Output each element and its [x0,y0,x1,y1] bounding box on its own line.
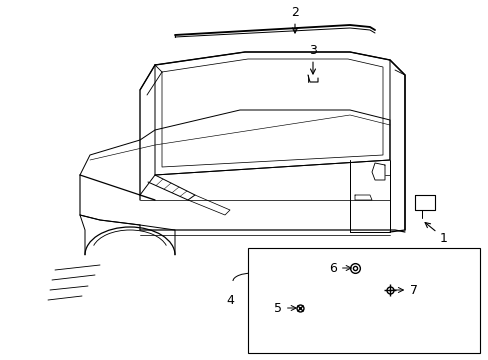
Text: 2: 2 [290,5,298,33]
Text: 3: 3 [308,44,316,74]
Text: 1: 1 [424,222,447,244]
Text: 7: 7 [392,284,417,297]
Text: 4: 4 [225,293,233,306]
Bar [247,248,479,353]
Text: 5: 5 [273,302,296,315]
Text: 6: 6 [328,261,350,275]
